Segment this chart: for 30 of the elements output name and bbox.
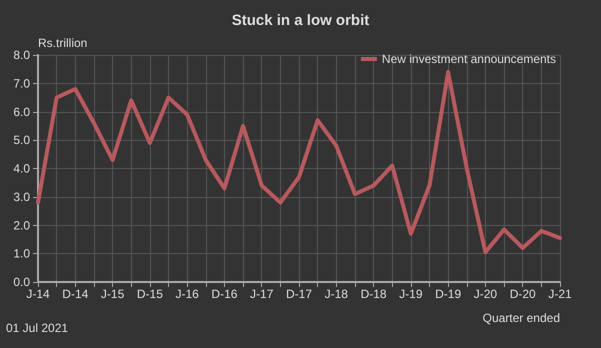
x-tick-label: D-19 — [435, 287, 462, 301]
x-tick-label: D-18 — [360, 287, 387, 301]
x-tick-label: D-14 — [62, 287, 89, 301]
y-tick-label: 0.0 — [13, 275, 30, 289]
y-tick-label: 5.0 — [13, 133, 30, 148]
line-series — [36, 70, 562, 254]
x-axis-title: Quarter ended — [482, 311, 560, 325]
x-tick-label: J-21 — [548, 287, 572, 301]
y-tick-label: 3.0 — [13, 190, 30, 204]
x-tick-label: D-15 — [136, 287, 164, 301]
y-tick-label: 4.0 — [13, 162, 30, 176]
x-tick-label: J-18 — [324, 287, 348, 301]
x-tick-label: J-19 — [399, 287, 423, 301]
x-tick-label: D-17 — [286, 287, 312, 301]
x-tick-label: J-20 — [474, 287, 498, 301]
x-tick-label: J-15 — [100, 287, 125, 301]
text: 01 Jul 2021 — [6, 321, 68, 335]
y-tick-label: 7.0 — [13, 76, 30, 90]
chart-title: Stuck in a low orbit — [232, 12, 370, 29]
x-tick-label: J-16 — [175, 287, 200, 301]
y-tick-label: 8.0 — [13, 48, 30, 62]
x-tick-label: J-17 — [250, 287, 274, 301]
y-tick-label: 2.0 — [13, 218, 30, 232]
x-tick-label: D-16 — [211, 287, 238, 301]
y-tick-label: 6.0 — [13, 104, 30, 119]
legend-label: New investment announcements — [382, 52, 556, 66]
y-axis-title: Rs.trillion — [38, 36, 88, 50]
y-tick-label: 1.0 — [13, 246, 30, 261]
x-tick-label: D-20 — [510, 287, 536, 301]
x-tick-label: J-14 — [26, 287, 50, 301]
